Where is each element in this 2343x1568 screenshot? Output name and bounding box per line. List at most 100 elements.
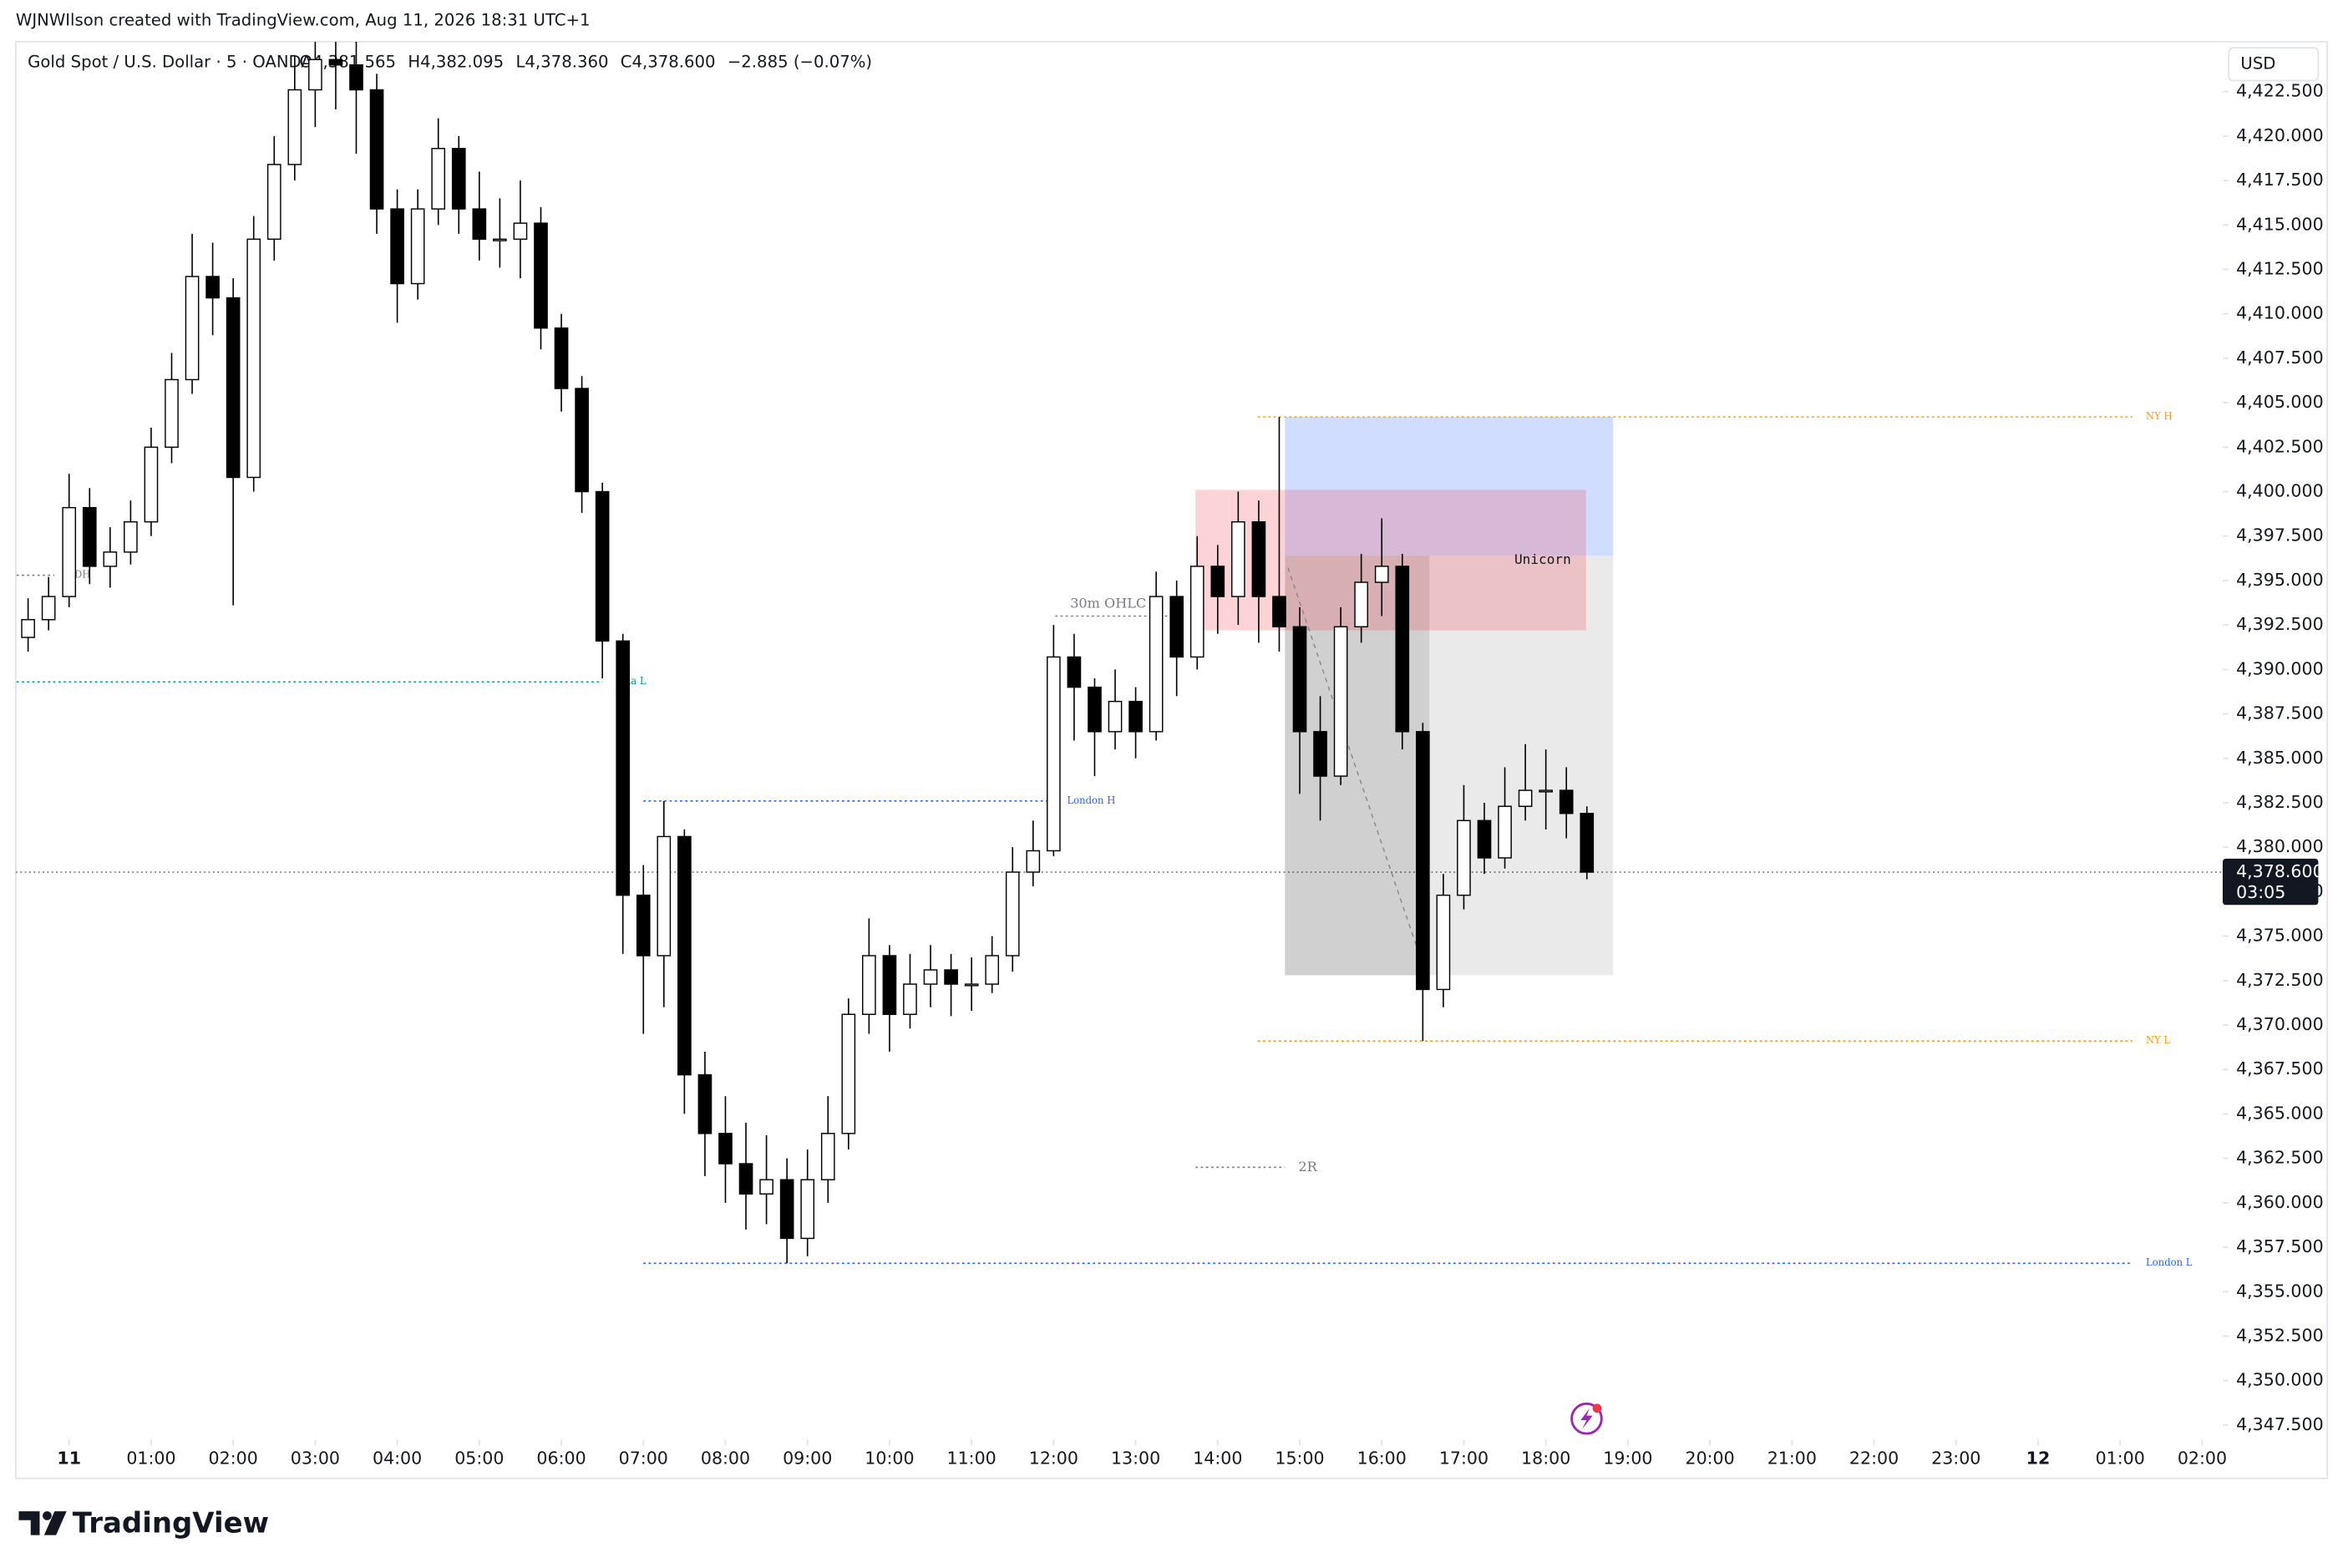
y-tick-label: 4,380.000 [2236, 836, 2324, 856]
candle-body [369, 89, 384, 210]
candle-body [944, 969, 958, 985]
candle-body [1189, 566, 1204, 658]
y-tick-label: 4,405.000 [2236, 392, 2324, 412]
x-tick-label: 02:00 [2178, 1449, 2227, 1469]
alert-icon[interactable] [1570, 1402, 1603, 1435]
candle-body [1231, 520, 1245, 597]
currency[interactable]: USD [2240, 53, 2275, 73]
x-tick-label: 05:00 [454, 1449, 504, 1469]
candle-body [144, 446, 159, 523]
x-tick-label: 13:00 [1111, 1449, 1160, 1469]
candle-body [1047, 656, 1061, 852]
ohlc-value: O4,381.565 [300, 53, 397, 72]
candle-body [1539, 789, 1554, 793]
candle-body [390, 208, 404, 285]
y-tick-label: 4,390.000 [2236, 658, 2324, 678]
candle-body [1149, 596, 1164, 733]
y-tick-label: 4,357.500 [2236, 1236, 2324, 1256]
candle-body [1395, 566, 1410, 733]
x-tick-label: 09:00 [783, 1449, 832, 1469]
candle-body [124, 520, 138, 553]
level-label: London H [1067, 794, 1115, 806]
y-tick-label: 4,387.500 [2236, 703, 2324, 723]
candle-body [451, 148, 466, 210]
x-tick-label: 23:00 [1931, 1449, 1980, 1469]
logo-text[interactable]: TradingView [73, 1507, 269, 1540]
candle-body [1026, 850, 1041, 873]
candle-body [534, 222, 548, 329]
candle-body [1272, 596, 1286, 627]
level-label: NY H [2146, 410, 2173, 422]
candle-body [677, 835, 692, 1076]
ohlc-value: L4,378.360 [515, 53, 608, 72]
candle-body [308, 58, 322, 91]
candle-body [575, 388, 589, 493]
x-tick-label: 15:00 [1275, 1449, 1324, 1469]
candle-body [985, 955, 1000, 985]
y-tick-label: 4,375.000 [2236, 926, 2324, 946]
y-tick-label: 4,372.500 [2236, 970, 2324, 990]
y-tick-label: 4,415.000 [2236, 214, 2324, 234]
candle-body [1210, 566, 1225, 597]
tradingview-logo[interactable]: TradingView [18, 1507, 269, 1540]
x-tick-label: 18:00 [1521, 1449, 1570, 1469]
candle-body [1477, 820, 1492, 859]
candle-body [226, 297, 241, 479]
candle-body [1374, 566, 1389, 583]
x-tick-label: 01:00 [126, 1449, 175, 1469]
candle-body [246, 238, 261, 479]
y-tick-label: 4,397.500 [2236, 525, 2324, 546]
candle-body [41, 596, 56, 621]
x-tick-label: 20:00 [1686, 1449, 1735, 1469]
x-tick-label: 04:00 [373, 1449, 422, 1469]
y-tick-label: 4,362.500 [2236, 1148, 2324, 1168]
candle-body [657, 835, 672, 957]
candle-body [21, 619, 35, 638]
x-tick-label: 08:00 [701, 1449, 750, 1469]
candle-body [1333, 626, 1348, 777]
candle-body [1457, 820, 1471, 896]
candle-body [513, 222, 528, 241]
candle-body [759, 1179, 773, 1195]
candle-body [595, 490, 610, 642]
y-tick-label: 4,410.000 [2236, 303, 2324, 323]
candle-body [718, 1133, 733, 1165]
candle-body [165, 378, 179, 449]
candle-body [1580, 813, 1595, 873]
candle-body [1108, 700, 1123, 733]
ohlc-value: C4,378.600 [621, 53, 716, 72]
y-tick-label: 4,417.500 [2236, 170, 2324, 190]
x-tick-label: 07:00 [619, 1449, 668, 1469]
candle-body [697, 1073, 713, 1134]
x-tick-label: 02:00 [209, 1449, 258, 1469]
candle-body [882, 955, 897, 1015]
y-tick-label: 4,367.500 [2236, 1058, 2324, 1078]
x-tick-label: 10:00 [865, 1449, 914, 1469]
candle-body [328, 58, 343, 66]
x-tick-label: 11 [57, 1449, 81, 1469]
symbol-title: Gold Spot / U.S. Dollar · 5 · OANDA [28, 53, 312, 72]
x-tick-label: 16:00 [1357, 1449, 1407, 1469]
candle-body [1169, 596, 1184, 658]
candle-body [1436, 894, 1451, 991]
candle-body [1354, 581, 1369, 627]
x-tick-label: 22:00 [1849, 1449, 1899, 1469]
x-tick-label: 03:00 [291, 1449, 340, 1469]
y-tick-label: 4,350.000 [2236, 1370, 2324, 1390]
x-tick-label: 06:00 [536, 1449, 586, 1469]
level-label: 30m OHLC [1070, 596, 1146, 611]
currency-button[interactable] [2228, 47, 2320, 82]
candle-body [923, 969, 938, 985]
x-tick-label: 01:00 [2096, 1449, 2145, 1469]
candle-body [472, 208, 487, 241]
candle-body [62, 506, 77, 597]
ohlc-value: −2.885 (−0.07%) [728, 53, 872, 72]
candle-body [1005, 871, 1020, 957]
candle-body [185, 276, 200, 381]
candle-body [287, 89, 302, 165]
attribution: WJNWIlson created with TradingView.com, … [16, 11, 591, 30]
y-tick-label: 4,352.500 [2236, 1325, 2324, 1345]
